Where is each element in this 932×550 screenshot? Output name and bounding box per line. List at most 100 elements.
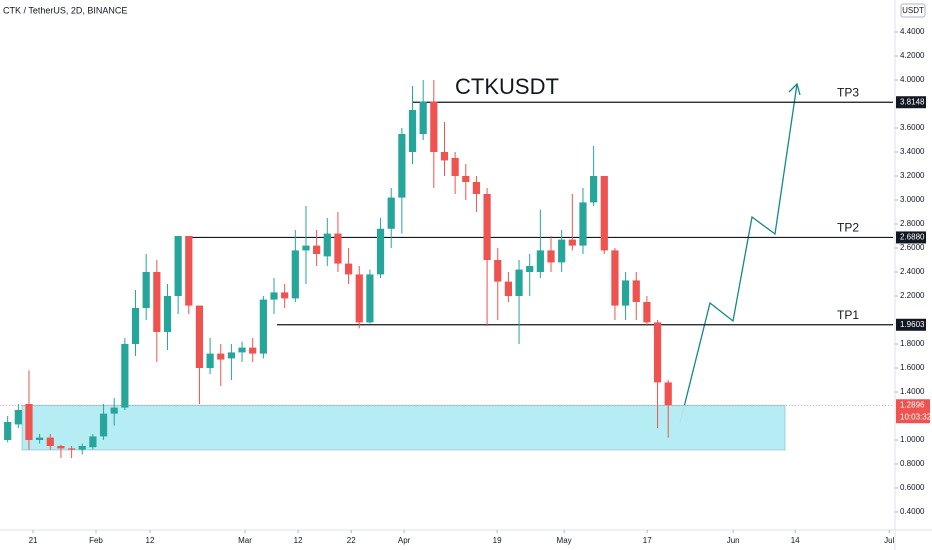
y-tick-label: 2.8000 bbox=[900, 219, 925, 228]
annotation: CTKUSDT bbox=[455, 74, 559, 99]
x-tick-label: 19 bbox=[493, 536, 502, 545]
candle-body bbox=[398, 134, 406, 198]
candle-body bbox=[195, 305, 204, 369]
x-tick-label: 14 bbox=[791, 536, 800, 545]
candle-body bbox=[462, 176, 470, 183]
y-tick-label: 4.2000 bbox=[900, 51, 925, 60]
candle-body bbox=[621, 280, 630, 306]
candle-body bbox=[153, 272, 161, 333]
x-tick-label: 12 bbox=[146, 536, 155, 545]
candle-body bbox=[430, 101, 438, 153]
y-tick-label: 0.8000 bbox=[900, 459, 925, 468]
candle-body bbox=[515, 269, 523, 297]
candle-body bbox=[558, 239, 566, 263]
candle-body bbox=[4, 422, 12, 441]
candle-body bbox=[249, 347, 257, 354]
arrow-head bbox=[788, 82, 801, 96]
price-label: 2.6880 bbox=[900, 233, 925, 242]
candle-body bbox=[494, 260, 502, 282]
candle-body bbox=[227, 352, 236, 359]
last-price-box bbox=[896, 399, 930, 424]
y-tick-label: 0.6000 bbox=[900, 483, 925, 492]
candle-body bbox=[99, 413, 108, 437]
candle-body bbox=[547, 250, 555, 263]
y-tick-label: 3.0000 bbox=[900, 195, 925, 204]
candle-body bbox=[568, 239, 576, 246]
candle-body bbox=[344, 263, 353, 275]
x-tick-label: Feb bbox=[89, 536, 103, 545]
candle-body bbox=[259, 299, 267, 354]
demand-zone bbox=[21, 404, 786, 451]
candle-body bbox=[313, 245, 321, 255]
candle-body bbox=[323, 233, 331, 257]
candle-body bbox=[387, 197, 395, 229]
last-price-label: 1.2896 bbox=[900, 400, 925, 409]
x-tick-label: 22 bbox=[347, 536, 356, 545]
x-tick-label: Apr bbox=[398, 536, 411, 545]
candle-body bbox=[36, 437, 44, 441]
candle-body bbox=[653, 322, 662, 383]
y-tick-label: 1.4000 bbox=[900, 387, 925, 396]
candle-body bbox=[78, 446, 86, 450]
candle-body bbox=[504, 281, 512, 297]
chart-title: CTK / TetherUS, 2D, BINANCE bbox=[3, 5, 127, 15]
candle-body bbox=[121, 344, 129, 408]
candle-body bbox=[57, 446, 65, 449]
candle-body bbox=[25, 404, 33, 441]
y-tick-label: 0.4000 bbox=[900, 507, 925, 516]
candle-body bbox=[270, 292, 278, 300]
candle-body bbox=[46, 437, 54, 447]
candle-body bbox=[291, 250, 299, 299]
candle-body bbox=[590, 176, 598, 203]
candle-body bbox=[408, 110, 417, 153]
y-tick-label: 2.6000 bbox=[900, 243, 925, 252]
countdown-label: 10:03:32 bbox=[900, 412, 932, 421]
candle-body bbox=[163, 296, 172, 333]
y-tick-label: 3.4000 bbox=[900, 147, 925, 156]
x-tick-label: 12 bbox=[294, 536, 303, 545]
candle-body bbox=[536, 250, 544, 273]
candle-body bbox=[67, 448, 76, 450]
y-tick-label: 1.8000 bbox=[900, 339, 925, 348]
y-tick-label: 1.0000 bbox=[900, 435, 925, 444]
candle-body bbox=[355, 274, 363, 323]
y-tick-label: 2.2000 bbox=[900, 291, 925, 300]
x-tick-label: 21 bbox=[29, 536, 38, 545]
candle-body bbox=[281, 292, 289, 299]
candle-body bbox=[526, 266, 534, 273]
y-tick-label: 3.2000 bbox=[900, 171, 925, 180]
candle-body bbox=[238, 347, 246, 353]
y-tick-label: 2.4000 bbox=[900, 267, 925, 276]
price-label: 3.8148 bbox=[900, 97, 925, 106]
currency-label: USDT bbox=[902, 6, 924, 15]
target-label: TP3 bbox=[837, 85, 859, 99]
candle-body bbox=[14, 410, 22, 425]
candle-body bbox=[632, 280, 640, 303]
currency-box[interactable] bbox=[900, 3, 926, 18]
projection-path bbox=[679, 83, 798, 424]
x-tick-label: May bbox=[557, 536, 572, 545]
price-label: 1.9603 bbox=[900, 320, 925, 329]
price-label-box bbox=[896, 96, 926, 109]
candle-body bbox=[472, 182, 481, 195]
candle-body bbox=[611, 250, 619, 306]
candle-body bbox=[600, 176, 608, 251]
candle-body bbox=[440, 152, 449, 161]
candle-body bbox=[664, 382, 672, 406]
candle-body bbox=[110, 407, 118, 414]
candle-body bbox=[302, 245, 310, 251]
candle-body bbox=[89, 436, 97, 448]
x-tick-label: 17 bbox=[643, 536, 652, 545]
x-tick-label: Jun bbox=[727, 536, 740, 545]
candle-body bbox=[142, 272, 150, 309]
candle-body bbox=[643, 302, 651, 323]
y-tick-label: 4.4000 bbox=[900, 27, 925, 36]
candle-body bbox=[366, 274, 374, 323]
candle-body bbox=[185, 236, 193, 306]
y-tick-label: 4.0000 bbox=[900, 75, 925, 84]
y-tick-label: 3.6000 bbox=[900, 123, 925, 132]
candle-body bbox=[451, 158, 459, 177]
y-tick-label: 1.6000 bbox=[900, 363, 925, 372]
candle-body bbox=[206, 353, 214, 369]
target-label: TP1 bbox=[837, 308, 859, 322]
